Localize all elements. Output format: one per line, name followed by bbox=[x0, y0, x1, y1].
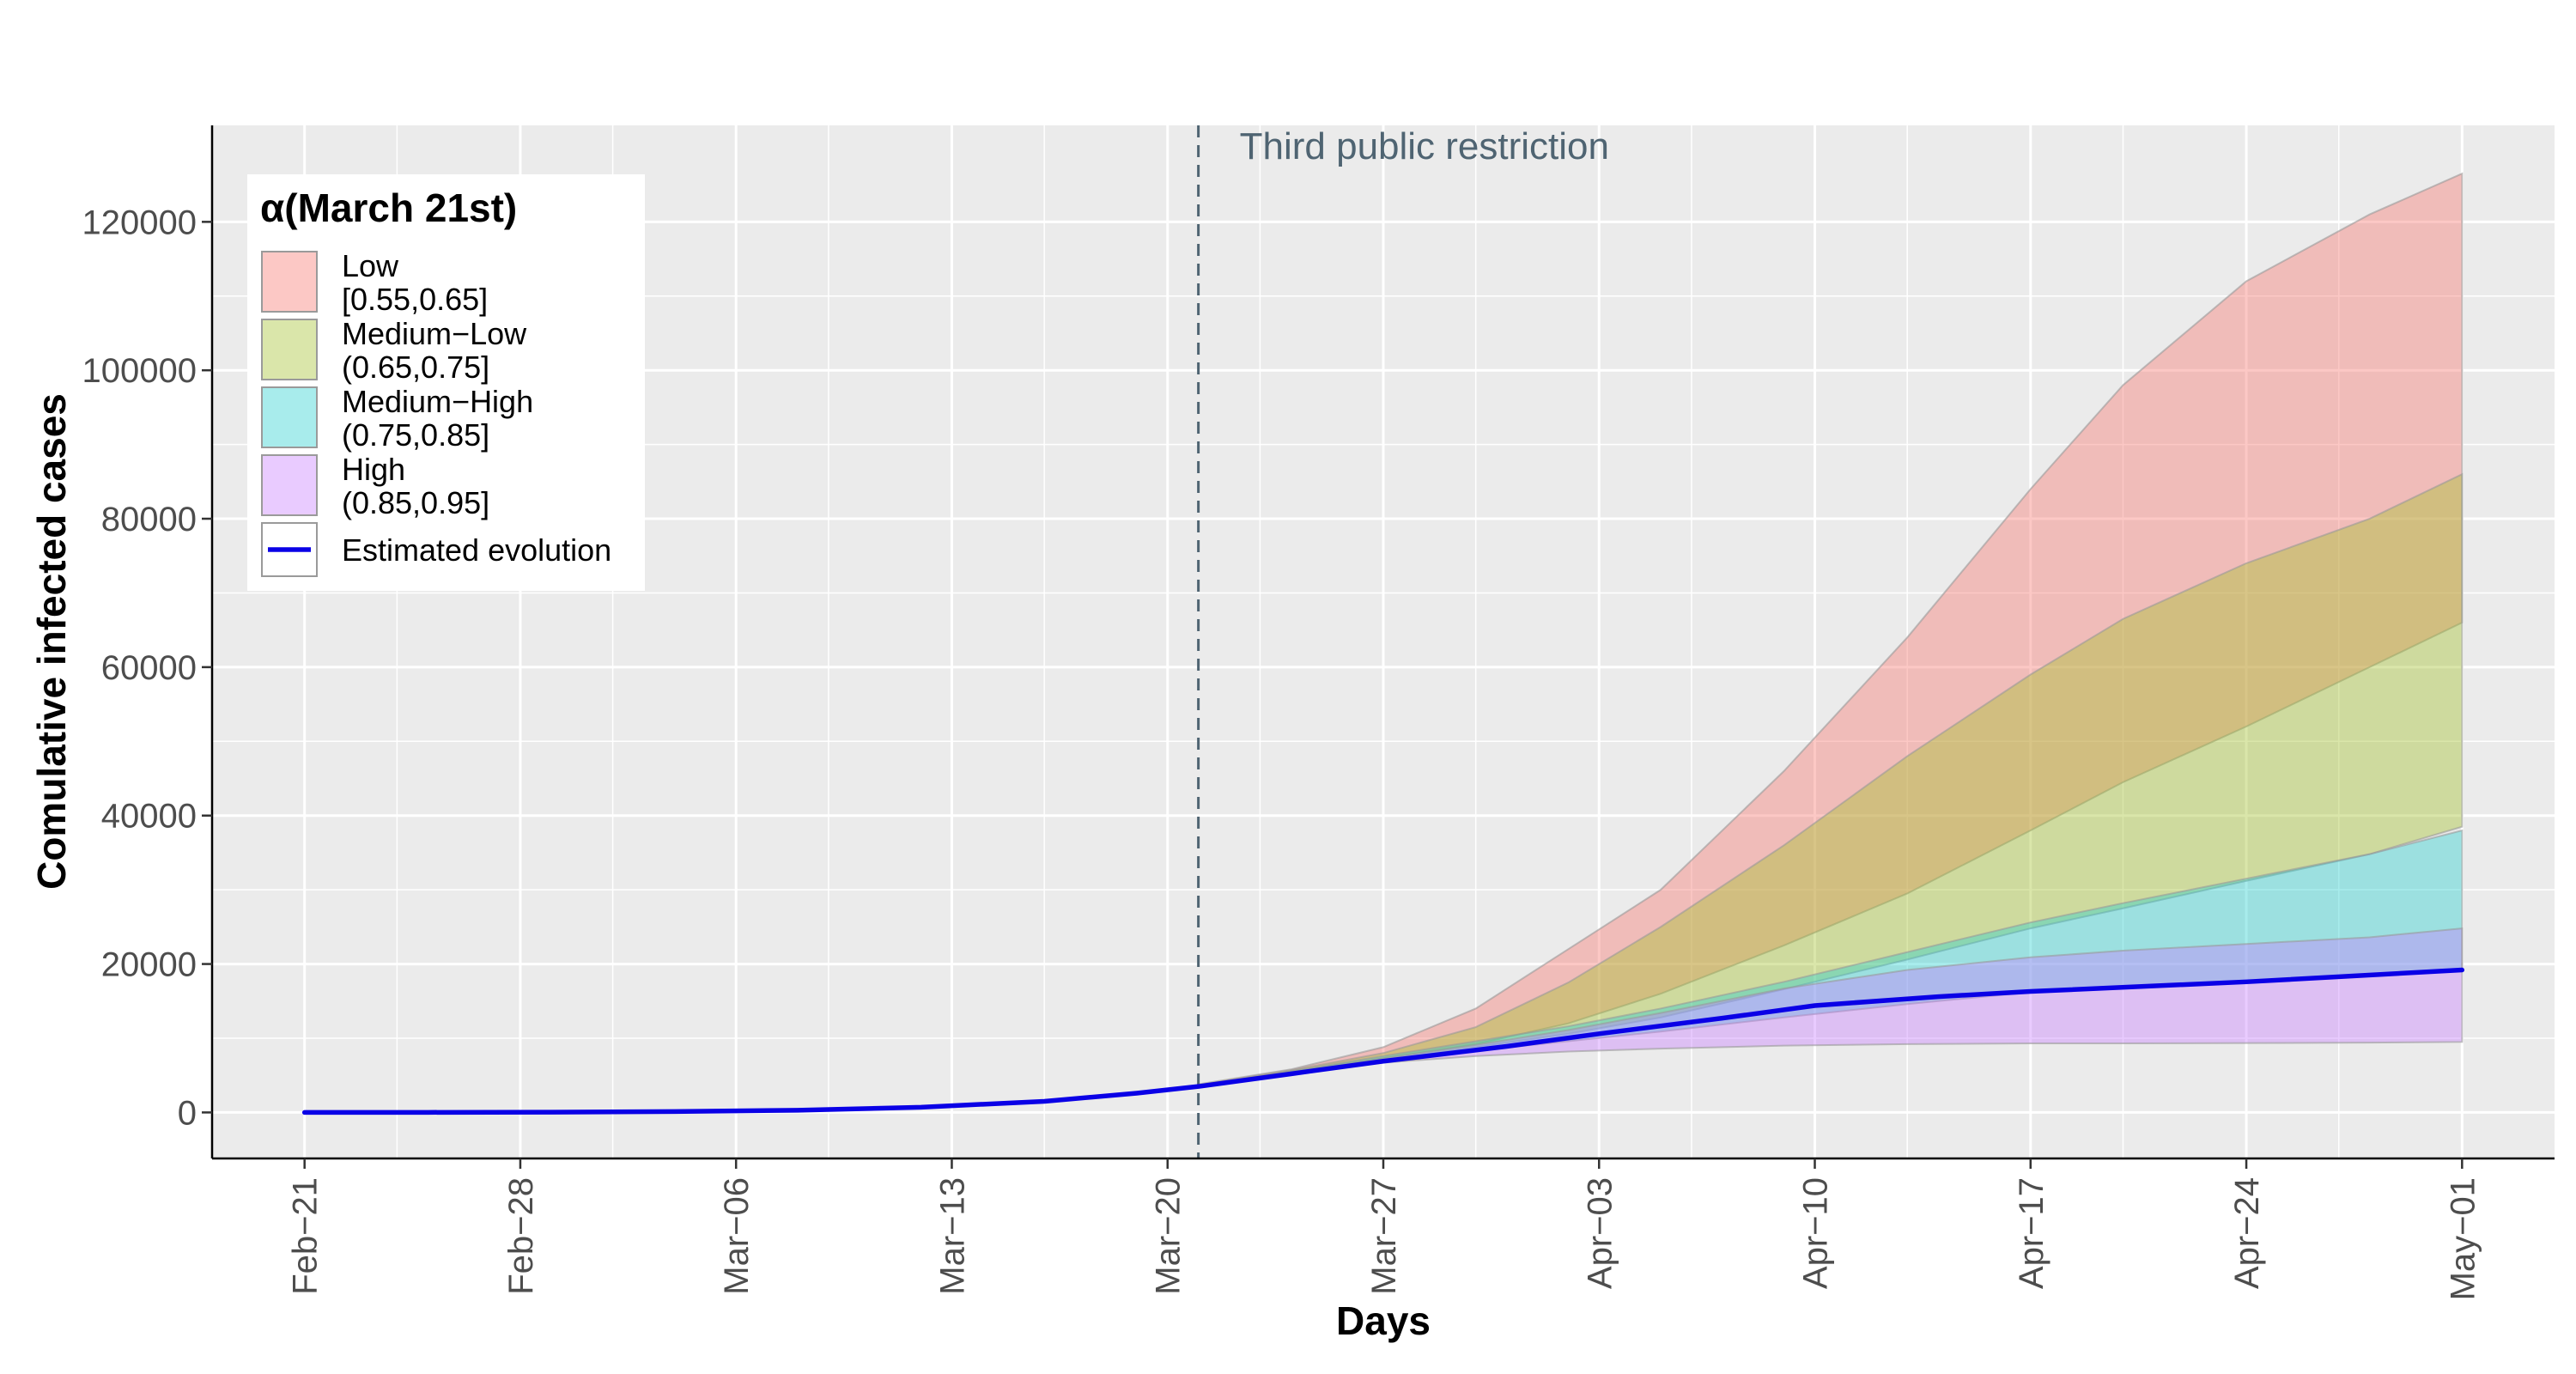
legend-key bbox=[261, 454, 318, 516]
legend-key bbox=[261, 386, 318, 448]
legend-label: Estimated evolution bbox=[342, 532, 611, 568]
legend: α(March 21st) Low [0.55,0.65]Medium−Low … bbox=[247, 174, 645, 591]
band-medium-low bbox=[1197, 472, 2464, 1088]
estimated-evolution-line bbox=[301, 967, 2465, 1116]
x-tick-label: Apr−24 bbox=[2228, 1177, 2266, 1289]
legend-key bbox=[261, 319, 318, 380]
legend-key bbox=[261, 251, 318, 313]
legend-label-range: (0.85,0.95] bbox=[342, 485, 489, 520]
legend-label: High bbox=[342, 452, 405, 487]
legend-key-bg bbox=[260, 250, 319, 313]
x-axis-title: Days bbox=[1336, 1298, 1431, 1343]
x-tick-label: Mar−13 bbox=[933, 1177, 971, 1295]
x-tick-label: Feb−21 bbox=[287, 1177, 325, 1295]
legend-label: Low bbox=[342, 248, 399, 283]
legend-items: Low [0.55,0.65]Medium−Low (0.65,0.75]Med… bbox=[260, 248, 611, 577]
y-tick-label: 0 bbox=[178, 1094, 197, 1132]
legend-label: Medium−Low bbox=[342, 316, 527, 351]
x-tick-label: Apr−03 bbox=[1581, 1177, 1619, 1289]
x-tick-label: May−01 bbox=[2444, 1177, 2482, 1300]
legend-box bbox=[247, 174, 645, 591]
y-tick-label: 20000 bbox=[101, 946, 197, 984]
x-tick-label: Apr−17 bbox=[2013, 1177, 2050, 1289]
x-tick-label: Apr−10 bbox=[1797, 1177, 1835, 1289]
legend-label-range: (0.75,0.85] bbox=[342, 417, 489, 453]
legend-key-bg bbox=[260, 318, 319, 381]
y-tick-label: 40000 bbox=[101, 798, 197, 836]
legend-label: Medium−High bbox=[342, 384, 533, 419]
restriction-label: Third public restriction bbox=[1240, 125, 1609, 167]
legend-title: α(March 21st) bbox=[260, 185, 517, 230]
y-ticks: 0 20000 40000 60000 80000 100000 120000 bbox=[82, 204, 212, 1132]
y-tick-label: 120000 bbox=[82, 204, 197, 241]
legend-label-range: [0.55,0.65] bbox=[342, 282, 488, 317]
legend-label-range: (0.65,0.75] bbox=[342, 350, 489, 385]
legend-key-bg bbox=[260, 453, 319, 517]
x-ticks: Feb−21 Feb−28 Mar−06 Mar−13 Mar−20 Mar−27 Apr−… bbox=[287, 1158, 2482, 1300]
x-tick-label: Mar−06 bbox=[718, 1177, 756, 1295]
y-tick-label: 80000 bbox=[101, 501, 197, 538]
legend-key-bg bbox=[260, 386, 319, 449]
x-tick-label: Mar−20 bbox=[1150, 1177, 1188, 1295]
y-tick-label: 60000 bbox=[101, 649, 197, 687]
y-axis-title: Comulative infected cases bbox=[29, 393, 74, 890]
x-tick-label: Mar−27 bbox=[1365, 1177, 1403, 1295]
y-tick-label: 100000 bbox=[82, 352, 197, 390]
x-tick-label: Feb−28 bbox=[502, 1177, 540, 1295]
